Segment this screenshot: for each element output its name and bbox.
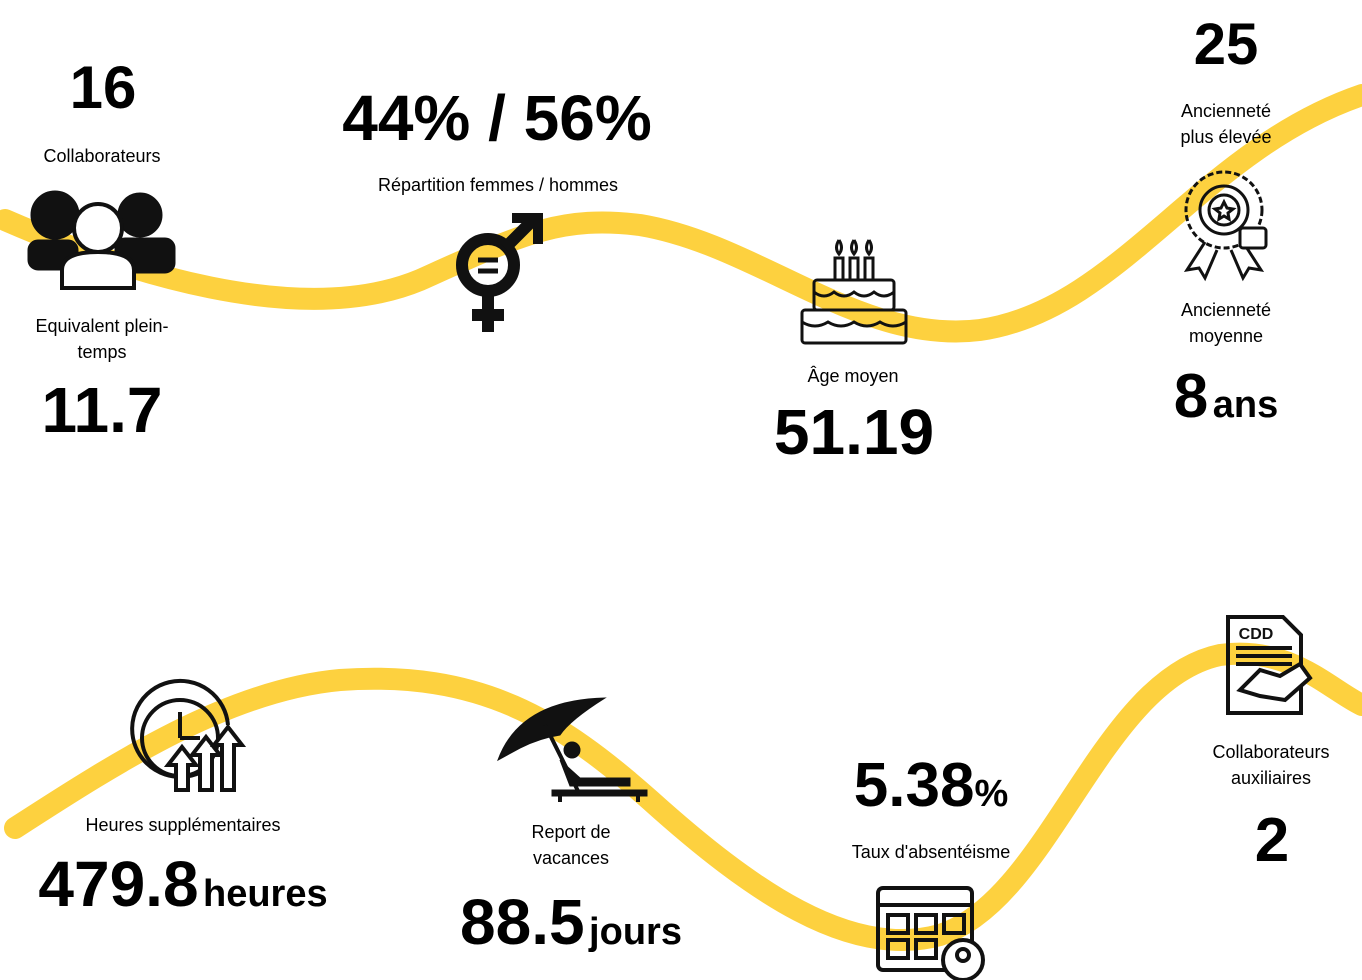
icon-beach bbox=[497, 697, 648, 802]
value: 44% / 56% bbox=[342, 82, 652, 154]
unit: jours bbox=[589, 911, 682, 953]
label: Ancienneté moyenne bbox=[1180, 300, 1272, 346]
icon-calendar bbox=[876, 886, 985, 980]
value: 2 bbox=[1254, 806, 1290, 875]
icon-clock bbox=[130, 678, 247, 792]
value: 16 bbox=[69, 54, 137, 121]
unit: % bbox=[974, 773, 1009, 815]
value-group: 479.8 heures bbox=[38, 852, 327, 916]
label: Heures supplémentaires bbox=[85, 815, 281, 835]
value: 51.19 bbox=[773, 396, 935, 468]
icon-people bbox=[27, 190, 176, 290]
value: 8 bbox=[1173, 362, 1209, 431]
wave-bottom bbox=[4, 642, 1362, 952]
label: Collaborateurs auxiliaires bbox=[1212, 742, 1330, 788]
label: Taux d'absentéisme bbox=[851, 842, 1011, 862]
label: Répartition femmes / hommes bbox=[377, 175, 619, 195]
unit: ans bbox=[1212, 384, 1279, 426]
wave-top bbox=[0, 84, 1362, 343]
value-group: 8 ans bbox=[1174, 366, 1278, 428]
label: Ancienneté plus élevée bbox=[1180, 101, 1272, 147]
label: Âge moyen bbox=[807, 366, 899, 386]
value: 5.38 bbox=[853, 751, 975, 820]
unit: heures bbox=[202, 873, 328, 915]
value: 25 bbox=[1193, 12, 1259, 77]
value: 479.8 bbox=[38, 848, 199, 920]
label: Report de vacances bbox=[531, 822, 611, 868]
value: 11.7 bbox=[41, 374, 163, 446]
label: Equivalent plein-temps bbox=[35, 316, 169, 362]
icon-cake bbox=[800, 239, 908, 345]
icon-medal bbox=[1183, 170, 1268, 282]
icon-label: CDD bbox=[1239, 626, 1274, 643]
value: 88.5 bbox=[460, 886, 585, 958]
value-group: 5.38% bbox=[854, 755, 1008, 817]
icon-gender bbox=[456, 213, 543, 332]
value-group: 88.5 jours bbox=[460, 890, 682, 954]
label: Collaborateurs bbox=[43, 146, 161, 166]
icon-contract: CDD bbox=[1226, 615, 1313, 715]
